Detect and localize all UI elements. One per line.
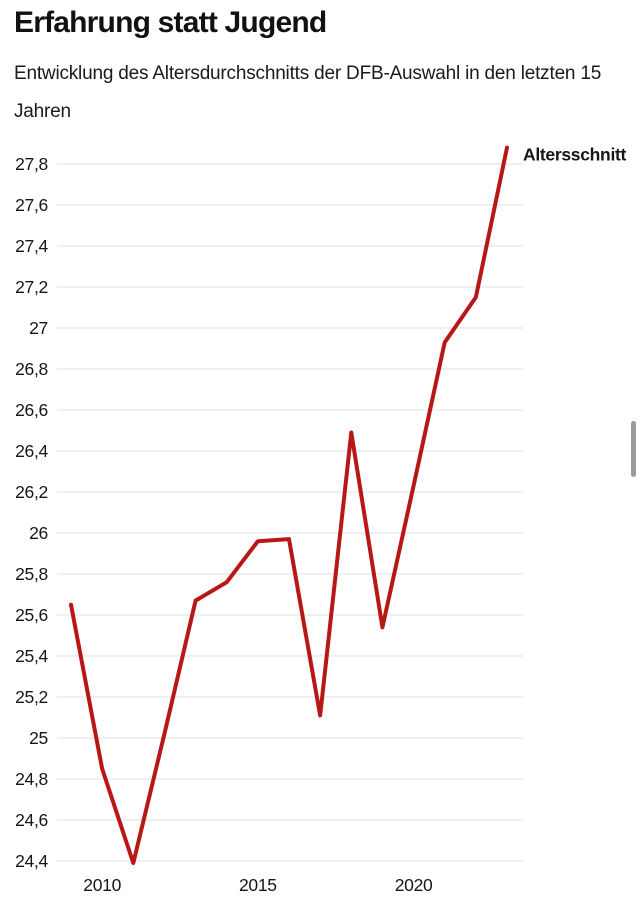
y-tick-label: 25,8: [15, 564, 48, 584]
y-tick-label: 24,8: [15, 769, 48, 789]
y-tick-label: 27,4: [15, 236, 48, 256]
y-tick-label: 24,4: [15, 851, 48, 871]
y-tick-label: 26,2: [15, 482, 48, 502]
x-tick-label: 2020: [395, 875, 433, 895]
y-tick-label: 27,2: [15, 277, 48, 297]
y-tick-label: 24,6: [15, 810, 48, 830]
x-tick-label: 2015: [239, 875, 277, 895]
scrollbar-thumb[interactable]: [631, 421, 636, 477]
x-tick-label: 2010: [83, 875, 121, 895]
y-tick-label: 26,4: [15, 441, 48, 461]
y-tick-label: 27,6: [15, 195, 48, 215]
series-label: Altersschnitt: [523, 145, 627, 165]
y-tick-label: 27,8: [15, 154, 48, 174]
y-tick-label: 25,6: [15, 605, 48, 625]
y-tick-label: 26: [29, 523, 48, 543]
y-tick-label: 26,6: [15, 400, 48, 420]
chart-header: Erfahrung statt Jugend Entwicklung des A…: [14, 0, 626, 131]
chart-subtitle: Entwicklung des Altersdurchschnitts der …: [14, 62, 602, 122]
data-line-altersschnitt: [69, 145, 509, 866]
y-tick-label: 25: [29, 728, 48, 748]
y-tick-label: 27: [29, 318, 48, 338]
chart-title: Erfahrung statt Jugend: [14, 6, 327, 39]
y-tick-label: 25,2: [15, 687, 48, 707]
y-tick-label: 25,4: [15, 646, 48, 666]
y-tick-label: 26,8: [15, 359, 48, 379]
